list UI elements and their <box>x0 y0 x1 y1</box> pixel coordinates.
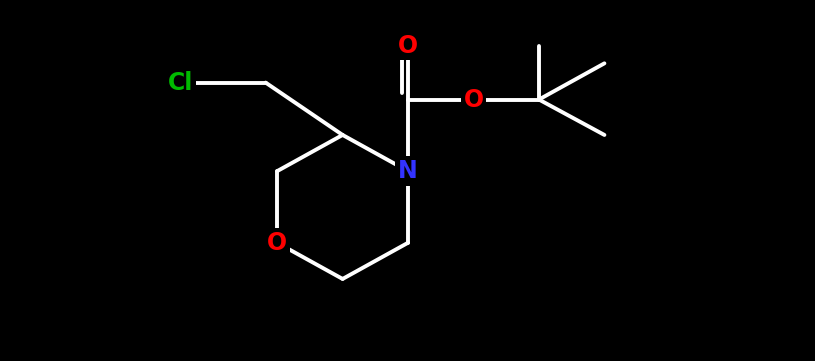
Text: O: O <box>398 34 418 58</box>
Text: O: O <box>267 231 287 255</box>
Text: Cl: Cl <box>168 71 194 95</box>
Text: N: N <box>399 159 418 183</box>
Text: O: O <box>464 87 483 112</box>
